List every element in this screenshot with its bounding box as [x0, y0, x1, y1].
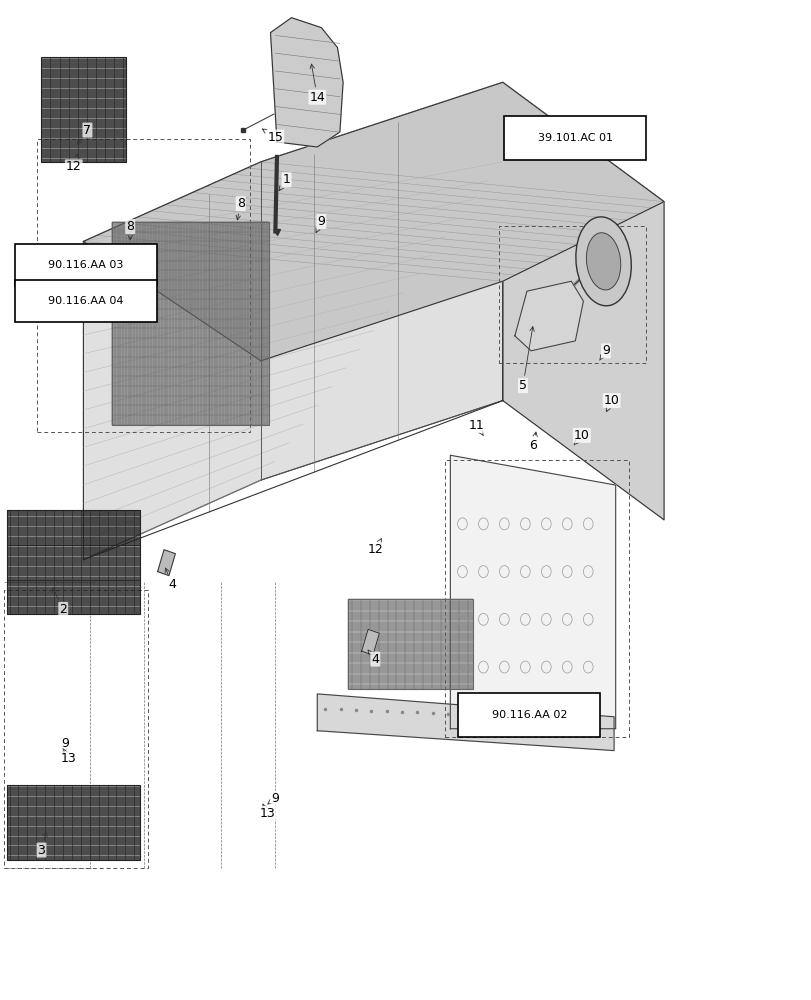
Polygon shape — [502, 82, 663, 520]
Polygon shape — [84, 82, 502, 560]
Polygon shape — [450, 455, 615, 729]
Text: 9: 9 — [315, 215, 325, 233]
Text: 10: 10 — [603, 394, 619, 412]
Text: 1: 1 — [279, 173, 290, 191]
Ellipse shape — [586, 233, 620, 290]
Text: 2: 2 — [53, 588, 67, 616]
Polygon shape — [514, 281, 582, 351]
Text: 12: 12 — [367, 539, 383, 556]
Text: 5: 5 — [518, 327, 534, 392]
Polygon shape — [270, 18, 343, 147]
Text: 12: 12 — [66, 153, 82, 173]
Text: 90.116.AA 03: 90.116.AA 03 — [48, 260, 123, 270]
Text: 8: 8 — [236, 197, 244, 220]
Text: 9: 9 — [599, 344, 609, 360]
FancyBboxPatch shape — [15, 280, 157, 322]
Text: 4: 4 — [165, 568, 176, 591]
Polygon shape — [157, 550, 175, 576]
Bar — [347, 599, 472, 689]
Text: 10: 10 — [573, 429, 589, 445]
Text: 8: 8 — [126, 220, 134, 240]
Polygon shape — [84, 82, 663, 361]
Polygon shape — [361, 629, 379, 655]
Text: 9: 9 — [268, 792, 279, 805]
Text: 39.101.AC 01: 39.101.AC 01 — [537, 133, 612, 143]
Bar — [41, 57, 126, 162]
Text: 7: 7 — [77, 124, 92, 144]
Text: 6: 6 — [529, 432, 537, 452]
Text: 13: 13 — [259, 804, 275, 820]
Text: 11: 11 — [469, 419, 484, 435]
Text: 9: 9 — [62, 737, 70, 753]
Text: 14: 14 — [309, 64, 324, 104]
FancyBboxPatch shape — [15, 244, 157, 286]
Bar — [6, 510, 139, 614]
Ellipse shape — [575, 217, 630, 306]
FancyBboxPatch shape — [504, 116, 646, 160]
Text: 3: 3 — [37, 832, 47, 857]
Text: 13: 13 — [61, 749, 77, 765]
Bar — [6, 785, 139, 860]
Text: 90.116.AA 02: 90.116.AA 02 — [491, 710, 566, 720]
Text: 90.116.AA 04: 90.116.AA 04 — [48, 296, 123, 306]
Text: 4: 4 — [367, 650, 379, 666]
FancyBboxPatch shape — [458, 693, 599, 737]
Polygon shape — [317, 694, 613, 751]
Bar — [111, 222, 268, 425]
Text: 15: 15 — [262, 129, 283, 144]
